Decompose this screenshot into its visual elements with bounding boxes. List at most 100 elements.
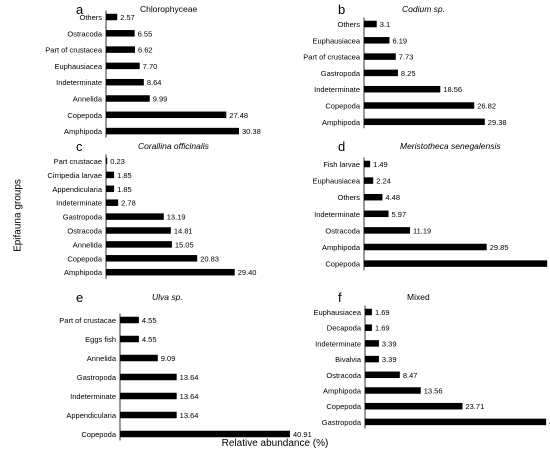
value-label: 8.64: [147, 78, 162, 87]
bar: [365, 371, 400, 379]
bar: [364, 260, 548, 267]
bar: [120, 335, 139, 343]
value-label: 6.62: [138, 46, 153, 55]
panel-c: c Corallina officinalis Part crustacae 0.23…: [47, 139, 256, 279]
value-label: 30.38: [242, 127, 261, 136]
bar: [120, 411, 177, 419]
panel-f: f Mixed Euphausiacea 1.69 Decapoda 1.69 Indete…: [313, 290, 550, 429]
bar: [106, 30, 135, 37]
value-label: 18.56: [443, 85, 462, 94]
x-axis-label: Relative abundance (%): [221, 438, 329, 449]
panel-title: Chlorophyceae: [140, 4, 197, 14]
category-label: Euphausiacea: [313, 308, 361, 317]
category-label: Copepoda: [325, 102, 360, 111]
category-label: Bivalvia: [335, 355, 362, 364]
panel-d: d Meristotheca senegalensis Fish larvae 1.4…: [312, 139, 548, 271]
value-label: 0.23: [110, 157, 125, 166]
category-label: Copepoda: [326, 402, 361, 411]
value-label: 7.73: [399, 53, 414, 62]
bar: [106, 78, 144, 86]
bar: [364, 243, 487, 251]
bar: [365, 387, 421, 394]
value-label: 29.38: [488, 118, 507, 127]
bar: [106, 213, 164, 220]
panel-e: e Ulva sp. Part of crustacae 4.55 Eggs fish 4…: [59, 290, 312, 441]
bar: [364, 85, 441, 93]
category-label: Indeterminate: [314, 210, 360, 219]
bar: [106, 268, 235, 276]
panel-letter: b: [338, 2, 345, 17]
panel-letter: d: [338, 139, 345, 154]
value-label: 1.69: [375, 308, 390, 317]
value-label: 8.47: [403, 371, 418, 380]
category-label: Gastropoda: [322, 418, 362, 427]
bar: [106, 227, 171, 234]
bar: [120, 392, 177, 400]
value-label: 6.55: [138, 29, 153, 38]
category-label: Eggs fish: [85, 335, 116, 344]
category-label: Copepoda: [67, 111, 102, 120]
panel-b: b Codium sp. Others 3.1 Euphausiacea 6.19 Part…: [303, 2, 507, 129]
bar: [106, 95, 150, 102]
value-label: 9.99: [153, 95, 168, 104]
value-label: 26.82: [477, 102, 496, 111]
bar: [106, 185, 115, 193]
value-label: 3.39: [382, 339, 397, 348]
value-label: 1.85: [117, 185, 132, 194]
value-label: 4.55: [142, 316, 157, 325]
category-label: Euphausiacea: [54, 62, 102, 71]
bar: [365, 308, 372, 316]
value-label: 40.91: [293, 430, 312, 439]
category-label: Others: [337, 193, 360, 202]
category-label: Euphausiacea: [312, 177, 360, 186]
value-label: 20.83: [200, 254, 219, 263]
value-label: 13.19: [167, 213, 186, 222]
bar: [106, 241, 172, 248]
category-label: Decapoda: [327, 324, 362, 333]
bar: [364, 53, 396, 60]
category-label: Ostracoda: [67, 29, 102, 38]
value-label: 1.85: [117, 171, 132, 180]
bar: [120, 316, 139, 324]
bar: [364, 210, 389, 218]
value-label: 27.48: [229, 111, 248, 120]
category-label: Copepoda: [325, 260, 360, 269]
value-label: 3.1: [380, 20, 390, 29]
bar: [106, 46, 135, 53]
category-label: Amphipoda: [64, 268, 103, 277]
value-label: 13.56: [424, 387, 443, 396]
panel-title: Ulva sp.: [152, 292, 183, 302]
value-label: 5.97: [392, 210, 407, 219]
panel-title: Meristotheca senegalensis: [400, 141, 501, 151]
value-label: 2.78: [121, 199, 136, 208]
panel-title: Corallina officinalis: [138, 141, 210, 151]
bar: [106, 111, 227, 119]
panel-a: a Chlorophyceae Others 2.57 Ostracoda 6.55 Par…: [45, 2, 261, 138]
panel-letter: f: [338, 290, 342, 305]
category-label: Gastropoda: [77, 373, 117, 382]
bar: [120, 430, 291, 438]
value-label: 14.81: [174, 227, 193, 236]
value-label: 1.69: [375, 324, 390, 333]
category-label: Copepoda: [67, 254, 102, 263]
y-axis-label: Epifauna groups: [12, 179, 24, 252]
category-label: Part of crustacea: [45, 46, 103, 55]
category-label: Indeterminate: [56, 78, 102, 87]
bar: [364, 102, 475, 109]
bar: [364, 177, 374, 184]
category-label: Ostracoda: [67, 227, 102, 236]
value-label: 2.57: [120, 13, 135, 22]
panel-letter: c: [76, 139, 83, 154]
category-label: Cirripedia larvae: [47, 171, 102, 180]
bar: [364, 193, 383, 201]
bar: [106, 199, 119, 206]
bar: [106, 62, 140, 70]
bar: [364, 20, 377, 28]
category-label: Amphipoda: [64, 127, 103, 136]
value-label: 8.25: [401, 69, 416, 78]
value-label: 4.48: [385, 193, 400, 202]
value-label: 13.64: [180, 373, 199, 382]
category-label: Part of crustacae: [59, 316, 116, 325]
bar: [364, 118, 485, 126]
